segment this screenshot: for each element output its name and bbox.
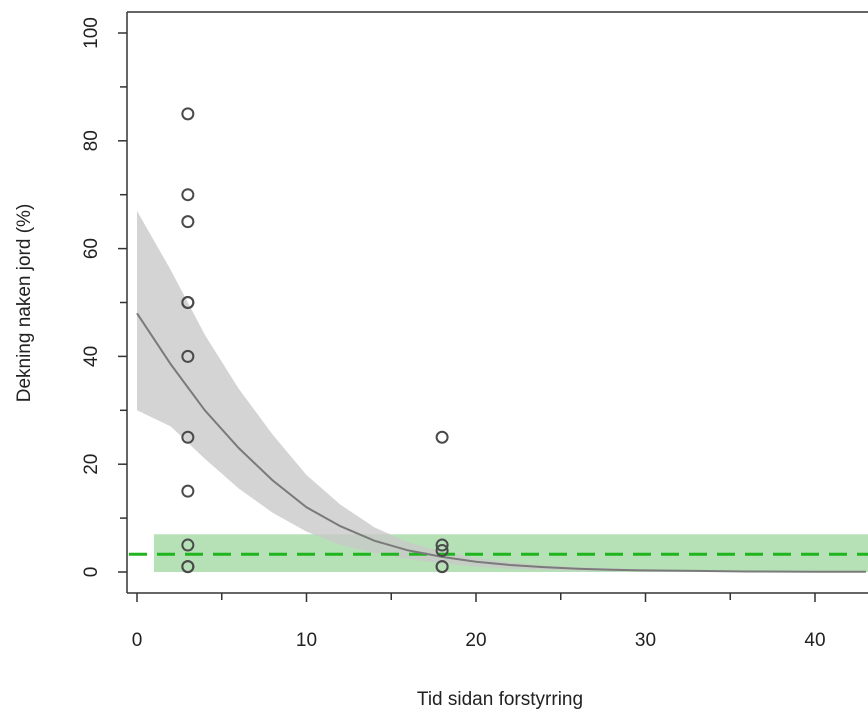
y-axis-title: Dekning naken jord (%) [14, 204, 35, 403]
data-point [181, 538, 195, 552]
y-tick-label: 100 [81, 17, 102, 49]
data-point [435, 560, 449, 574]
fit-confidence-band [137, 210, 866, 572]
x-tick-label: 40 [804, 630, 825, 651]
data-point [435, 430, 449, 444]
x-tick-label: 10 [296, 630, 317, 651]
fit-line-layer [136, 312, 866, 573]
data-point [435, 538, 449, 552]
plot-frame-layer [126, 11, 868, 594]
y-tick-label: 40 [81, 346, 102, 367]
x-tick-label: 20 [465, 630, 486, 651]
y-tick-label: 80 [81, 130, 102, 151]
x-axis-title: Tid sidan forstyrring [417, 689, 583, 710]
x-axis: 0 10 20 30 40 [132, 593, 826, 651]
y-tick-label: 60 [81, 238, 102, 259]
y-tick-label: 0 [81, 567, 102, 578]
data-point [181, 296, 195, 309]
data-point [181, 188, 195, 202]
data-point [181, 560, 195, 574]
data-point [181, 107, 195, 121]
x-tick-label: 30 [635, 630, 656, 651]
data-point [181, 430, 195, 444]
x-tick-label: 0 [132, 630, 143, 651]
fit-curve [136, 312, 866, 573]
data-point [181, 215, 195, 229]
points-layer [181, 107, 449, 574]
data-point [435, 543, 449, 557]
data-point [181, 349, 195, 363]
y-axis: 0 20 40 60 80 100 [81, 17, 127, 577]
data-point [181, 484, 195, 498]
y-tick-label: 20 [81, 454, 102, 475]
fit-band-layer [137, 210, 866, 572]
